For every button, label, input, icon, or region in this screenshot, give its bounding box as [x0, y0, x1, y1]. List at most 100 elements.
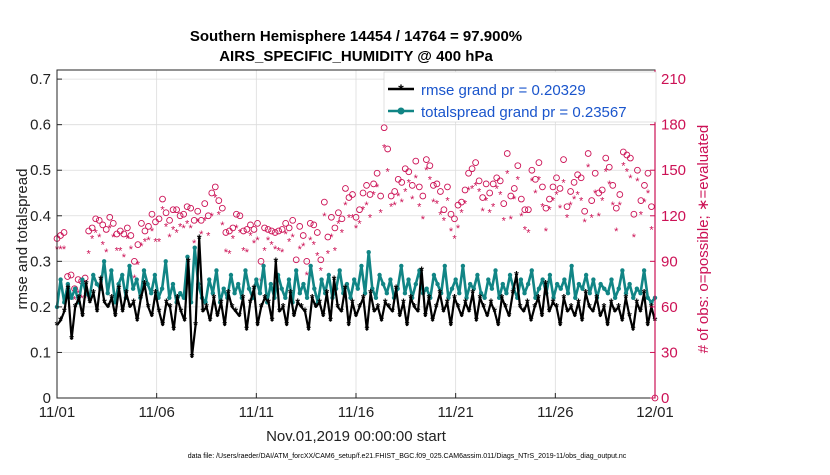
- rmse-point: *: [208, 314, 213, 328]
- obs-evaluated-point: *: [248, 231, 253, 243]
- totalspread-point: [362, 291, 368, 296]
- obs-possible-point: [521, 206, 529, 214]
- obs-possible-point: [208, 189, 216, 197]
- rmse-point: *: [248, 296, 253, 310]
- obs-evaluated-point: *: [565, 212, 570, 224]
- totalspread-point: [69, 295, 74, 300]
- rmse-point: *: [120, 305, 125, 319]
- totalspread-point: [228, 272, 234, 278]
- rmse-point: *: [489, 296, 494, 310]
- rmse-series: ****************************************…: [55, 232, 658, 364]
- totalspread-point: [236, 281, 241, 287]
- x-tick-label: 11/21: [437, 404, 473, 421]
- rmse-point: *: [244, 323, 249, 337]
- obs-evaluated-point: *: [87, 249, 92, 261]
- rmse-point: *: [339, 305, 344, 319]
- obs-evaluated-point: *: [101, 240, 106, 252]
- rmse-point: *: [357, 300, 362, 314]
- totalspread-point: [58, 277, 63, 282]
- rmse-point: *: [496, 319, 501, 333]
- obs-evaluated-point: *: [480, 206, 485, 218]
- rmse-point: *: [576, 296, 581, 310]
- rmse-point: *: [204, 300, 209, 314]
- totalspread-point: [101, 259, 107, 264]
- obs-possible-point: [313, 229, 321, 236]
- rmse-point: *: [113, 310, 118, 324]
- obs-evaluated-point: *: [459, 208, 464, 220]
- rmse-point: *: [627, 310, 632, 324]
- totalspread-point: [533, 295, 538, 300]
- totalspread-point: [475, 272, 480, 278]
- totalspread-point: [431, 272, 437, 278]
- obs-evaluated-point: *: [590, 212, 595, 224]
- obs-possible-point: [359, 189, 367, 197]
- obs-possible-point: [623, 151, 631, 159]
- rmse-point: *: [609, 296, 614, 310]
- obs-evaluated-point: *: [386, 167, 391, 179]
- obs-possible-point: [616, 191, 624, 198]
- totalspread-point: [355, 286, 361, 291]
- obs-possible-point: [169, 206, 177, 214]
- totalspread-point: [464, 295, 469, 300]
- y-tick-label: 0.5: [30, 162, 51, 179]
- totalspread-point: [192, 245, 197, 250]
- totalspread-point: [80, 277, 85, 282]
- obs-possible-point: [408, 182, 416, 189]
- obs-possible-point: [233, 210, 240, 218]
- obs-possible-point: [366, 191, 374, 198]
- rmse-point: *: [182, 314, 187, 328]
- rmse-point: *: [547, 305, 552, 319]
- obs-possible-point: [370, 180, 377, 188]
- obs-evaluated-point: *: [76, 288, 81, 300]
- y2-tick-label: 150: [661, 162, 686, 179]
- totalspread-point: [554, 281, 560, 287]
- totalspread-point: [72, 286, 78, 291]
- obs-evaluated-point: *: [519, 211, 524, 223]
- obs-evaluated-point: *: [266, 235, 271, 247]
- rmse-point: *: [73, 300, 78, 314]
- rmse-point: *: [536, 291, 541, 305]
- obs-possible-point: [218, 204, 226, 212]
- obs-evaluated-point: *: [452, 234, 457, 246]
- obs-evaluated-point: *: [280, 247, 285, 259]
- totalspread-point: [551, 295, 556, 300]
- obs-possible-point: [612, 204, 620, 212]
- obs-evaluated-point: *: [502, 215, 507, 227]
- rmse-point: *: [419, 264, 424, 278]
- obs-possible-point: [303, 257, 311, 265]
- obs-possible-point: [345, 194, 353, 201]
- totalspread-point: [384, 291, 390, 296]
- legend-rmse-marker: *: [398, 81, 404, 97]
- totalspread-point: [641, 268, 647, 273]
- obs-evaluated-point: *: [393, 200, 398, 212]
- obs-possible-point: [292, 256, 300, 264]
- totalspread-point: [254, 277, 259, 282]
- obs-evaluated-point: *: [94, 227, 99, 239]
- obs-evaluated-point: *: [558, 203, 563, 215]
- rmse-point: *: [554, 300, 559, 314]
- totalspread-point: [525, 281, 531, 287]
- totalspread-point: [569, 263, 574, 269]
- obs-evaluated-point: *: [252, 238, 257, 250]
- obs-possible-point: [320, 198, 328, 206]
- obs-evaluated-point: *: [111, 232, 116, 244]
- rmse-point: *: [390, 305, 395, 319]
- totalspread-point: [243, 268, 248, 273]
- rmse-point: *: [197, 232, 202, 246]
- obs-evaluated-point: *: [414, 173, 419, 185]
- obs-evaluated-point: *: [410, 194, 415, 206]
- obs-possible-point: [264, 226, 272, 233]
- obs-evaluated-point: *: [396, 191, 401, 203]
- obs-possible-point: [458, 198, 465, 206]
- obs-evaluated-point: *: [174, 227, 179, 239]
- rmse-point: *: [598, 310, 603, 324]
- rmse-point: *: [405, 319, 410, 333]
- obs-possible-point: [500, 200, 508, 207]
- y-axis-left: 0 0.1 0.2 0.3 0.4 0.5 0.6 0.7: [30, 71, 62, 407]
- obs-possible-point: [338, 215, 346, 223]
- obs-possible-point: [356, 206, 363, 214]
- obs-possible-point: [173, 206, 180, 214]
- rmse-point: *: [230, 300, 235, 314]
- obs-evaluated-point: *: [284, 229, 289, 241]
- obs-evaluated-point: *: [628, 173, 633, 185]
